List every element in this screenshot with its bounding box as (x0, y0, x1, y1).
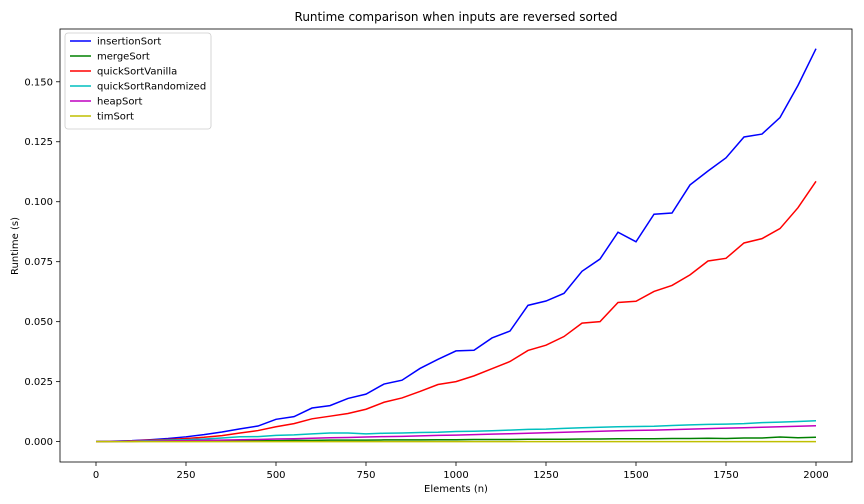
x-axis: 0 250 500 750 1000 1250 1500 1750 2000 (93, 462, 829, 481)
legend-label-quickSortRandomized: quickSortRandomized (97, 82, 206, 93)
chart-title: Runtime comparison when inputs are rever… (295, 10, 618, 24)
y-tick-label: 0.025 (24, 377, 53, 388)
legend-label-timSort: timSort (97, 112, 134, 123)
y-tick-label: 0.150 (24, 77, 53, 88)
legend: insertionSort mergeSort quickSortVanilla qu… (64, 32, 212, 130)
legend-label-heapSort: heapSort (97, 97, 143, 108)
legend-label-insertionSort: insertionSort (97, 37, 161, 48)
x-tick-label: 0 (93, 470, 99, 481)
series-line-quickSortRandomized (95, 419, 817, 443)
x-tick-label: 1500 (623, 470, 648, 481)
x-tick-label: 250 (176, 470, 195, 481)
series-line-insertionSort (95, 48, 817, 443)
y-axis: 0.000 0.025 0.050 0.075 0.100 0.125 0.150 (24, 77, 60, 448)
x-axis-label: Elements (n) (424, 484, 488, 495)
x-tick-label: 1000 (443, 470, 468, 481)
y-axis-label: Runtime (s) (10, 217, 21, 275)
x-tick-label: 750 (356, 470, 375, 481)
y-tick-label: 0.100 (24, 197, 53, 208)
y-tick-label: 0.125 (24, 137, 53, 148)
legend-label-quickSortVanilla: quickSortVanilla (97, 67, 177, 78)
x-tick-label: 2000 (803, 470, 828, 481)
y-tick-label: 0.050 (24, 317, 53, 328)
x-tick-label: 500 (266, 470, 285, 481)
legend-frame (64, 32, 212, 130)
plot-area (95, 48, 817, 443)
x-tick-label: 1250 (533, 470, 558, 481)
series-line-heapSort (95, 425, 817, 443)
x-tick-label: 1750 (713, 470, 738, 481)
y-tick-label: 0.075 (24, 257, 53, 268)
y-tick-label: 0.000 (24, 437, 53, 448)
series-line-quickSortVanilla (95, 180, 817, 443)
legend-label-mergeSort: mergeSort (97, 52, 150, 63)
